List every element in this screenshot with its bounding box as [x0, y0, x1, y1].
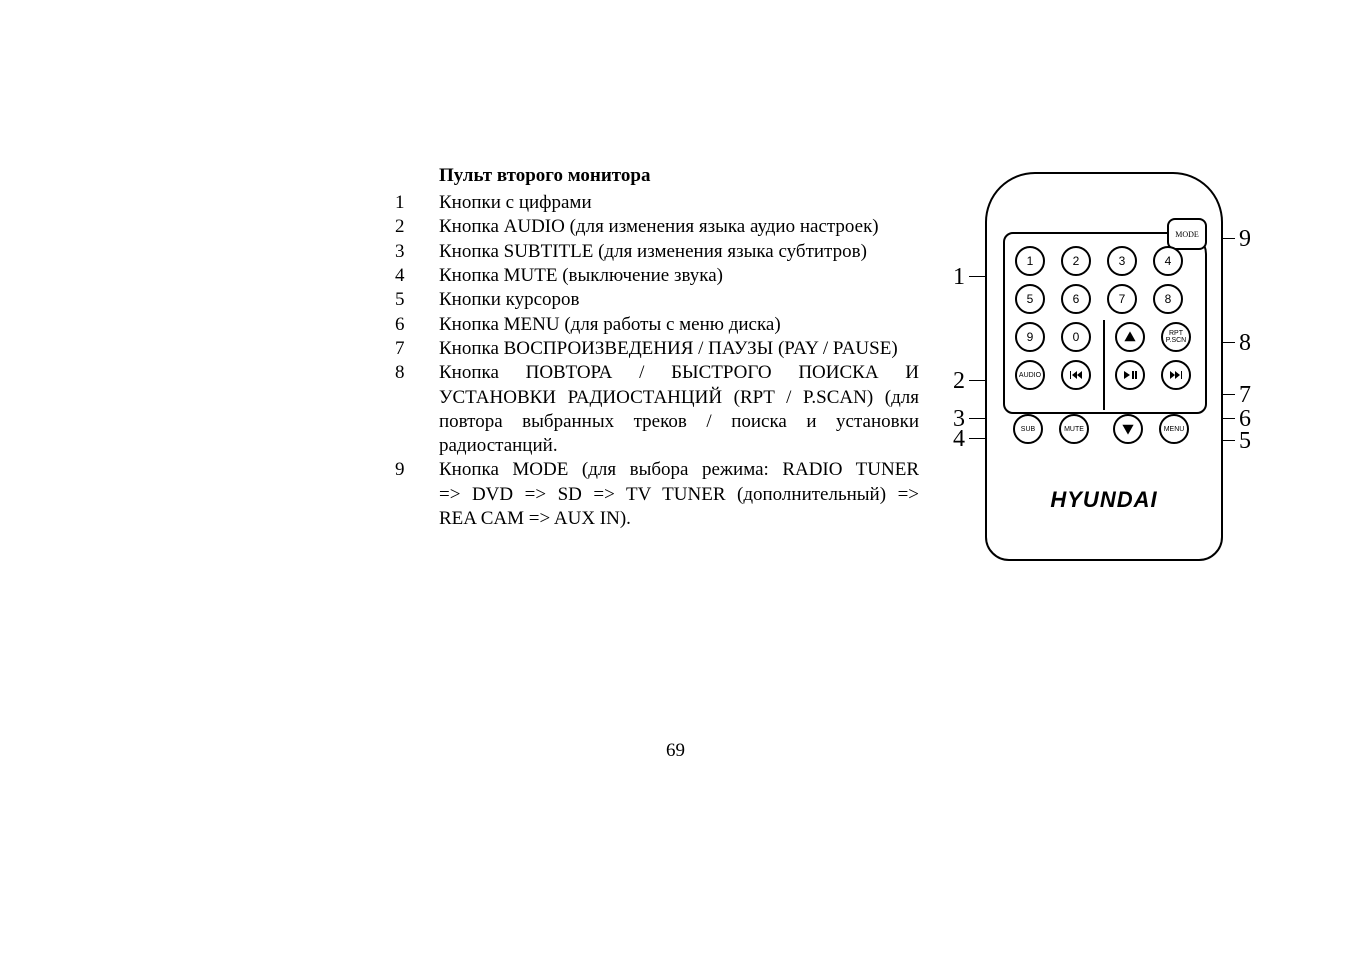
triangle-down-icon: [1121, 422, 1135, 436]
text-line: Кнопка ПОВТОРА / БЫСТРОГО ПОИСКА И: [439, 361, 919, 385]
skip-prev-icon: [1069, 368, 1083, 382]
skip-next-icon: [1169, 368, 1183, 382]
text-line: Кнопка MODE (для выбора режима: RADIO TU…: [439, 458, 919, 482]
remote-body: MODE 1 2 3 4 5 6 7 8 9 0 RPT P.SCN AUDIO: [985, 172, 1223, 561]
mode-button: MODE: [1167, 218, 1207, 250]
digit-button: 5: [1015, 284, 1045, 314]
panel-divider: [1103, 320, 1105, 410]
cursor-up-button: [1115, 322, 1145, 352]
item-text: Кнопка MODE (для выбора режима: RADIO TU…: [439, 458, 919, 531]
remote-diagram: 1 2 3 4 9 8 7 6 5 MODE 1 2 3 4 5 6 7 8 9: [985, 172, 1223, 561]
digit-button: 6: [1061, 284, 1091, 314]
triangle-up-icon: [1123, 330, 1137, 344]
list-item: 3 Кнопка SUBTITLE (для изменения языка с…: [395, 240, 1075, 264]
digit-button: 4: [1153, 246, 1183, 276]
section-title: Пульт второго монитора: [439, 165, 1075, 187]
callout-7: 7: [1239, 382, 1251, 409]
list-item: 1 Кнопки с цифрами: [395, 191, 1075, 215]
digit-button: 7: [1107, 284, 1137, 314]
rpt-pscan-button: RPT P.SCN: [1161, 322, 1191, 352]
item-text: Кнопка MUTE (выключение звука): [439, 264, 919, 288]
digit-button: 3: [1107, 246, 1137, 276]
digit-button: 0: [1061, 322, 1091, 352]
sub-button: SUB: [1013, 414, 1043, 444]
menu-button: MENU: [1159, 414, 1189, 444]
button-panel: MODE 1 2 3 4 5 6 7 8 9 0 RPT P.SCN AUDIO: [1003, 232, 1207, 414]
item-text: Кнопка SUBTITLE (для изменения языка суб…: [439, 240, 919, 264]
list-item: 7 Кнопка ВОСПРОИЗВЕДЕНИЯ / ПАУЗЫ (PAY / …: [395, 337, 1075, 361]
prev-button: [1061, 360, 1091, 390]
list-item: 2 Кнопка AUDIO (для изменения языка ауди…: [395, 215, 1075, 239]
list-item: 6 Кнопка MENU (для работы с меню диска): [395, 313, 1075, 337]
text-line: радиостанций.: [439, 434, 919, 458]
item-text: Кнопка ВОСПРОИЗВЕДЕНИЯ / ПАУЗЫ (PAY / PA…: [439, 337, 919, 361]
list-item: 9 Кнопка MODE (для выбора режима: RADIO …: [395, 458, 1075, 531]
digit-button: 8: [1153, 284, 1183, 314]
text-line: => DVD => SD => TV TUNER (дополнительный…: [439, 483, 919, 507]
item-number: 9: [395, 458, 439, 482]
item-number: 4: [395, 264, 439, 288]
list-item: 8 Кнопка ПОВТОРА / БЫСТРОГО ПОИСКА И УСТ…: [395, 361, 1075, 458]
item-text: Кнопка ПОВТОРА / БЫСТРОГО ПОИСКА И УСТАН…: [439, 361, 919, 458]
text-line: УСТАНОВКИ РАДИОСТАНЦИЙ (RPT / P.SCAN) (д…: [439, 386, 919, 410]
item-text: Кнопки курсоров: [439, 288, 919, 312]
digit-button: 1: [1015, 246, 1045, 276]
list-item: 5 Кнопки курсоров: [395, 288, 1075, 312]
digit-button: 9: [1015, 322, 1045, 352]
document-page: Пульт второго монитора 1 Кнопки с цифрам…: [395, 165, 1075, 531]
callout-8: 8: [1239, 330, 1251, 357]
callout-4: 4: [953, 426, 965, 453]
item-text: Кнопка AUDIO (для изменения языка аудио …: [439, 215, 919, 239]
item-number: 2: [395, 215, 439, 239]
digit-button: 2: [1061, 246, 1091, 276]
next-button: [1161, 360, 1191, 390]
play-pause-button: [1115, 360, 1145, 390]
cursor-down-button: [1113, 414, 1143, 444]
mute-button: MUTE: [1059, 414, 1089, 444]
callout-2: 2: [953, 368, 965, 395]
item-text: Кнопки с цифрами: [439, 191, 919, 215]
callout-5: 5: [1239, 428, 1251, 455]
text-line: REA CAM => AUX IN).: [439, 507, 919, 531]
page-number: 69: [0, 740, 1351, 762]
text-line: повтора выбранных треков / поиска и уста…: [439, 410, 919, 434]
play-pause-icon: [1123, 368, 1137, 382]
callout-1: 1: [953, 264, 965, 291]
item-number: 5: [395, 288, 439, 312]
audio-button: AUDIO: [1015, 360, 1045, 390]
item-number: 3: [395, 240, 439, 264]
callout-9: 9: [1239, 226, 1251, 253]
brand-logo: HYUNDAI: [987, 487, 1221, 513]
item-number: 1: [395, 191, 439, 215]
item-number: 8: [395, 361, 439, 385]
item-number: 6: [395, 313, 439, 337]
item-list: 1 Кнопки с цифрами 2 Кнопка AUDIO (для и…: [395, 191, 1075, 531]
item-text: Кнопка MENU (для работы с меню диска): [439, 313, 919, 337]
item-number: 7: [395, 337, 439, 361]
